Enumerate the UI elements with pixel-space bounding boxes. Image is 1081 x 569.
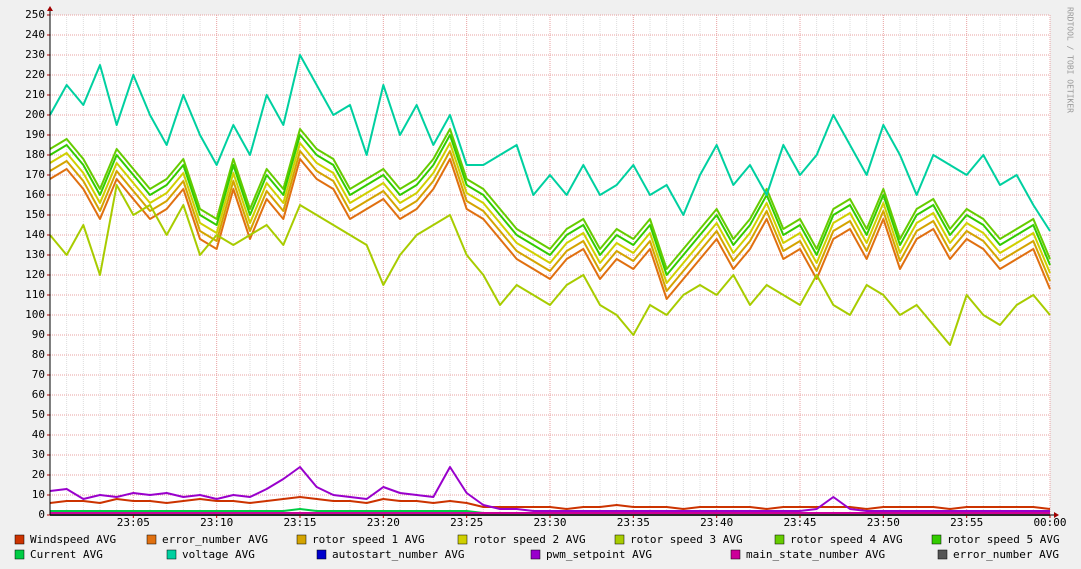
legend-label: rotor speed 5 AVG bbox=[947, 533, 1060, 546]
x-tick-label: 23:05 bbox=[117, 516, 150, 529]
legend-swatch bbox=[730, 549, 741, 560]
legend-label: error_number AVG bbox=[162, 533, 268, 546]
legend-label: pwm_setpoint AVG bbox=[546, 548, 652, 561]
y-tick-label: 60 bbox=[32, 388, 45, 401]
x-tick-label: 23:40 bbox=[700, 516, 733, 529]
series-line bbox=[49, 128, 1051, 270]
y-tick-label: 30 bbox=[32, 448, 45, 461]
x-tick-label: 23:20 bbox=[367, 516, 400, 529]
x-tick-label: 23:25 bbox=[450, 516, 483, 529]
legend-label: rotor speed 3 AVG bbox=[630, 533, 743, 546]
legend-swatch bbox=[296, 534, 307, 545]
y-tick-label: 220 bbox=[25, 68, 45, 81]
y-tick-label: 20 bbox=[32, 468, 45, 481]
y-tick-label: 160 bbox=[25, 188, 45, 201]
y-tick-label: 10 bbox=[32, 488, 45, 501]
y-tick-label: 0 bbox=[38, 508, 45, 521]
legend-swatch bbox=[166, 549, 177, 560]
y-tick-label: 140 bbox=[25, 228, 45, 241]
legend-label: main_state_number AVG bbox=[746, 548, 885, 561]
axes: 23:05 23:10 23:15 23:20 23:25 23:30 23:35 23:40… bbox=[25, 6, 1067, 529]
legend-label: rotor speed 2 AVG bbox=[473, 533, 586, 546]
y-tick-label: 230 bbox=[25, 48, 45, 61]
legend-swatch bbox=[931, 534, 942, 545]
y-tick-label: 40 bbox=[32, 428, 45, 441]
y-tick-label: 190 bbox=[25, 128, 45, 141]
y-tick-label: 90 bbox=[32, 328, 45, 341]
x-tick-label: 23:35 bbox=[617, 516, 650, 529]
legend-swatch bbox=[614, 534, 625, 545]
y-tick-label: 120 bbox=[25, 268, 45, 281]
legend-label: error_number AVG bbox=[953, 548, 1059, 561]
y-tick-label: 250 bbox=[25, 8, 45, 21]
y-tick-label: 80 bbox=[32, 348, 45, 361]
y-tick-label: 100 bbox=[25, 308, 45, 321]
legend: Windspeed AVG error_number AVG rotor speed… bbox=[14, 533, 1060, 561]
x-axis-arrow bbox=[1054, 512, 1059, 518]
legend-swatch bbox=[146, 534, 157, 545]
y-tick-label: 180 bbox=[25, 148, 45, 161]
y-tick-label: 170 bbox=[25, 168, 45, 181]
x-tick-label: 23:30 bbox=[533, 516, 566, 529]
x-tick-label: 23:50 bbox=[867, 516, 900, 529]
legend-swatch bbox=[774, 534, 785, 545]
watermark: RRDTOOL / TOBI OETIKER bbox=[1066, 7, 1075, 113]
x-tick-label: 23:15 bbox=[283, 516, 316, 529]
y-tick-label: 200 bbox=[25, 108, 45, 121]
legend-swatch bbox=[14, 534, 25, 545]
x-tick-label: 23:45 bbox=[783, 516, 816, 529]
series-line bbox=[49, 150, 1051, 292]
series-line bbox=[49, 134, 1051, 276]
series-line bbox=[49, 142, 1051, 284]
y-axis-arrow bbox=[47, 6, 53, 11]
legend-swatch bbox=[316, 549, 327, 560]
legend-label: rotor speed 4 AVG bbox=[790, 533, 903, 546]
y-tick-label: 150 bbox=[25, 208, 45, 221]
y-tick-label: 110 bbox=[25, 288, 45, 301]
x-tick-label: 00:00 bbox=[1033, 516, 1066, 529]
grid bbox=[49, 14, 1051, 516]
legend-label: rotor speed 1 AVG bbox=[312, 533, 425, 546]
series-line bbox=[49, 466, 1050, 512]
series-line bbox=[49, 184, 1051, 346]
legend-swatch bbox=[14, 549, 25, 560]
legend-label: autostart_number AVG bbox=[332, 548, 464, 561]
legend-swatch bbox=[457, 534, 468, 545]
y-tick-label: 50 bbox=[32, 408, 45, 421]
x-tick-label: 23:10 bbox=[200, 516, 233, 529]
series-line bbox=[49, 496, 1051, 510]
legend-swatch bbox=[530, 549, 541, 560]
y-tick-label: 70 bbox=[32, 368, 45, 381]
legend-label: Current AVG bbox=[30, 548, 103, 561]
y-tick-label: 130 bbox=[25, 248, 45, 261]
series-line bbox=[49, 158, 1051, 300]
legend-label: voltage AVG bbox=[182, 548, 255, 561]
series-line bbox=[49, 54, 1051, 232]
x-tick-label: 23:55 bbox=[950, 516, 983, 529]
y-tick-label: 210 bbox=[25, 88, 45, 101]
legend-swatch bbox=[937, 549, 948, 560]
y-tick-label: 240 bbox=[25, 28, 45, 41]
legend-label: Windspeed AVG bbox=[30, 533, 116, 546]
